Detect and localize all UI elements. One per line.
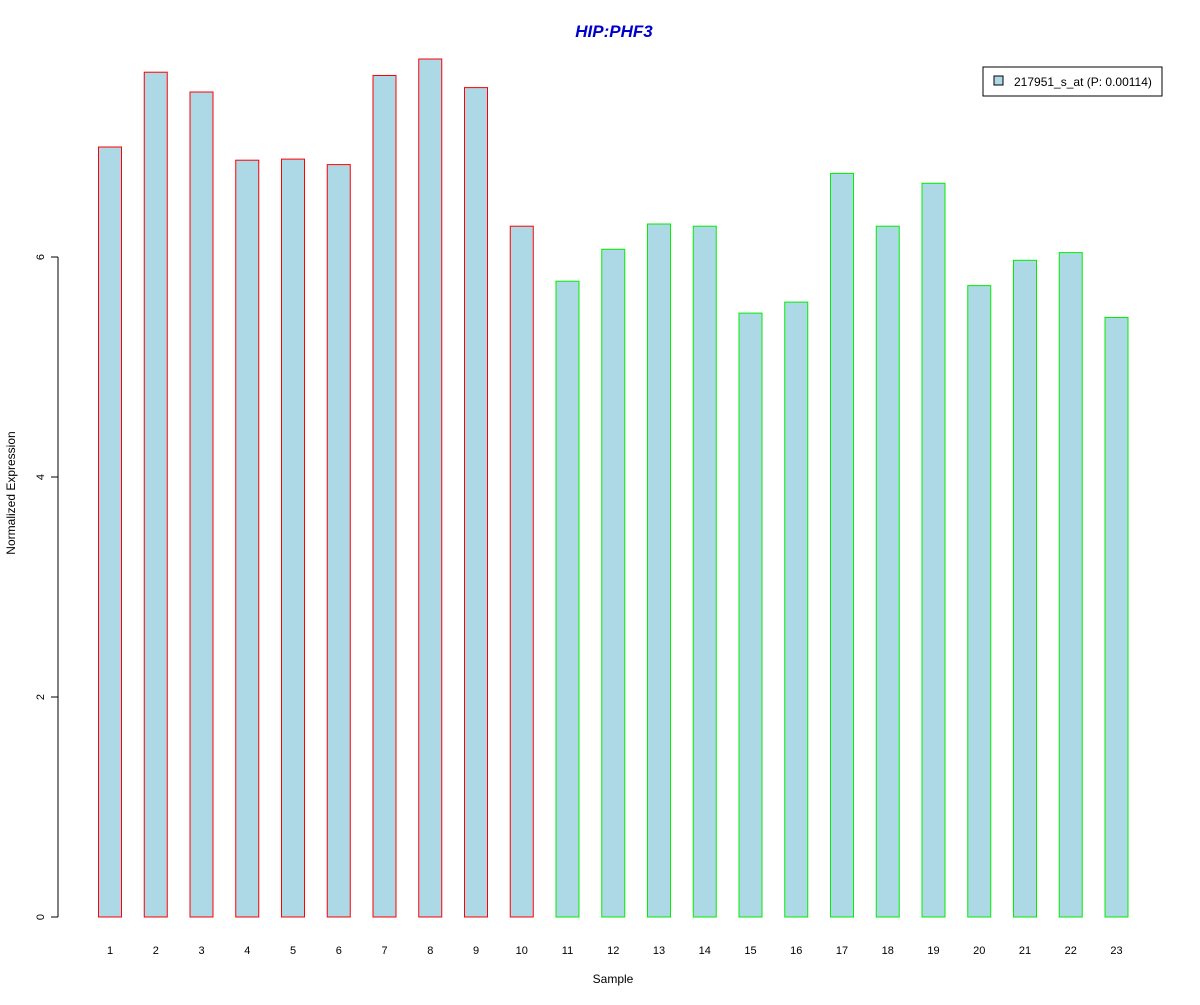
x-axis-labels: 1 2 3 4 5 6 7 8 9 10 11 12 13 14 15 16 17 18 19 20 21 22 23 [107,945,1123,957]
bar-sample-22 [1058,252,1083,918]
y-axis: 0 2 4 6 [35,254,59,920]
x-tick-label: 6 [336,945,342,957]
bar-sample-12 [601,248,626,918]
legend: 217951_s_at (P: 0.00114) [982,66,1163,97]
legend-box [982,66,1163,97]
x-tick-label: 19 [927,945,939,957]
x-tick-label: 10 [516,945,528,957]
legend-swatch [993,75,1004,86]
bar-sample-9 [464,87,488,918]
x-tick-label: 2 [153,945,159,957]
x-tick-label: 7 [381,945,387,957]
bar-sample-13 [647,223,671,918]
bar-sample-3 [189,91,214,918]
bar-sample-6 [326,164,351,918]
bar-sample-20 [967,285,992,918]
bar-sample-8 [418,58,443,918]
y-tick-label: 6 [35,254,47,260]
x-tick-label: 15 [744,945,756,957]
x-tick-label: 13 [653,945,665,957]
bar-sample-15 [738,312,763,918]
x-tick-label: 14 [699,945,711,957]
bar-sample-19 [921,182,946,918]
x-tick-label: 5 [290,945,296,957]
bar-sample-2 [143,71,168,918]
bar-sample-17 [830,172,854,918]
chart-title: HIP:PHF3 [575,22,653,41]
x-axis-title: Sample [593,972,634,986]
x-tick-label: 11 [562,945,573,957]
bar-sample-10 [509,225,534,918]
bar-sample-7 [372,75,397,918]
bar-sample-18 [875,225,900,918]
x-tick-label: 4 [244,945,250,957]
y-axis-title: Normalized Expression [4,431,18,554]
x-tick-label: 8 [427,945,433,957]
bar-sample-14 [692,225,717,918]
bar-sample-23 [1104,317,1129,918]
x-tick-label: 18 [882,945,894,957]
bar-sample-11 [555,280,580,918]
x-tick-label: 20 [973,945,985,957]
y-tick-label: 0 [35,914,47,920]
y-tick-label: 4 [35,474,47,480]
x-tick-label: 21 [1019,945,1031,957]
bar-sample-16 [784,301,809,918]
bars-group [98,58,1129,918]
x-tick-label: 22 [1065,945,1077,957]
bar-sample-5 [281,158,305,918]
x-tick-label: 16 [790,945,802,957]
legend-label: 217951_s_at (P: 0.00114) [1014,75,1152,89]
bar-sample-4 [235,159,260,918]
x-tick-label: 3 [198,945,204,957]
bar-sample-1 [98,146,122,918]
x-tick-label: 9 [473,945,479,957]
x-tick-label: 12 [607,945,619,957]
x-tick-label: 1 [107,945,113,957]
y-tick-label: 2 [35,694,47,700]
bar-sample-21 [1013,259,1037,918]
x-tick-label: 17 [836,945,848,957]
x-tick-label: 23 [1110,945,1122,957]
